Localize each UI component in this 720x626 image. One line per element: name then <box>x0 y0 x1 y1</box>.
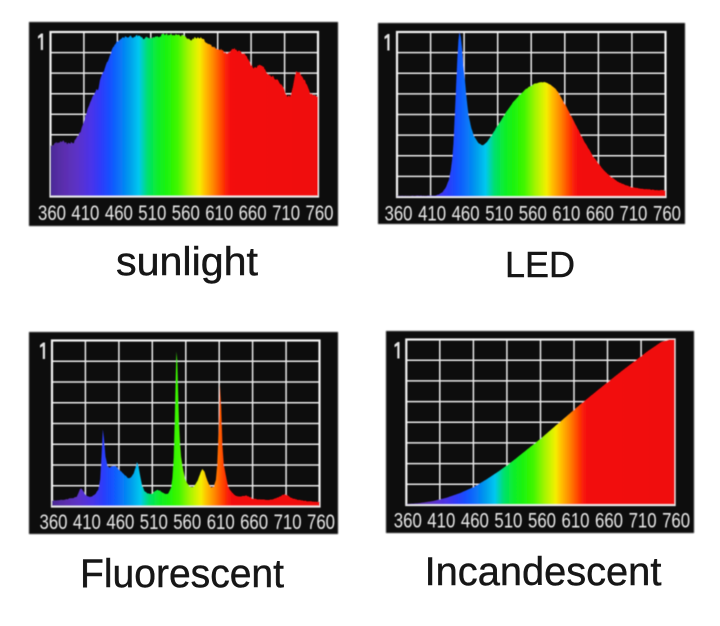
svg-text:510: 510 <box>494 509 522 533</box>
svg-text:410: 410 <box>418 202 446 226</box>
svg-text:410: 410 <box>73 510 101 534</box>
svg-text:560: 560 <box>528 509 556 533</box>
svg-text:360: 360 <box>38 201 66 225</box>
svg-text:560: 560 <box>172 201 200 225</box>
svg-text:510: 510 <box>138 201 166 225</box>
svg-text:460: 460 <box>452 202 480 226</box>
svg-text:510: 510 <box>485 202 513 226</box>
svg-text:610: 610 <box>552 202 580 226</box>
svg-text:360: 360 <box>40 510 68 534</box>
svg-text:710: 710 <box>274 510 302 534</box>
svg-text:360: 360 <box>394 509 422 533</box>
svg-text:510: 510 <box>140 510 168 534</box>
svg-text:660: 660 <box>586 202 614 226</box>
svg-text:710: 710 <box>272 201 300 225</box>
svg-text:710: 710 <box>619 202 647 226</box>
svg-text:610: 610 <box>205 201 233 225</box>
svg-text:710: 710 <box>629 509 657 533</box>
svg-text:760: 760 <box>307 510 335 534</box>
svg-text:460: 460 <box>105 201 133 225</box>
svg-text:660: 660 <box>239 201 267 225</box>
svg-text:660: 660 <box>240 510 268 534</box>
svg-text:410: 410 <box>71 201 99 225</box>
svg-text:760: 760 <box>306 201 334 225</box>
svg-text:610: 610 <box>207 510 235 534</box>
svg-text:460: 460 <box>106 510 134 534</box>
svg-text:760: 760 <box>662 509 690 533</box>
svg-text:460: 460 <box>461 509 489 533</box>
svg-text:410: 410 <box>427 509 455 533</box>
svg-text:660: 660 <box>595 509 623 533</box>
svg-text:360: 360 <box>385 202 413 226</box>
svg-text:560: 560 <box>173 510 201 534</box>
svg-text:760: 760 <box>653 202 681 226</box>
svg-text:560: 560 <box>519 202 547 226</box>
svg-text:610: 610 <box>562 509 590 533</box>
